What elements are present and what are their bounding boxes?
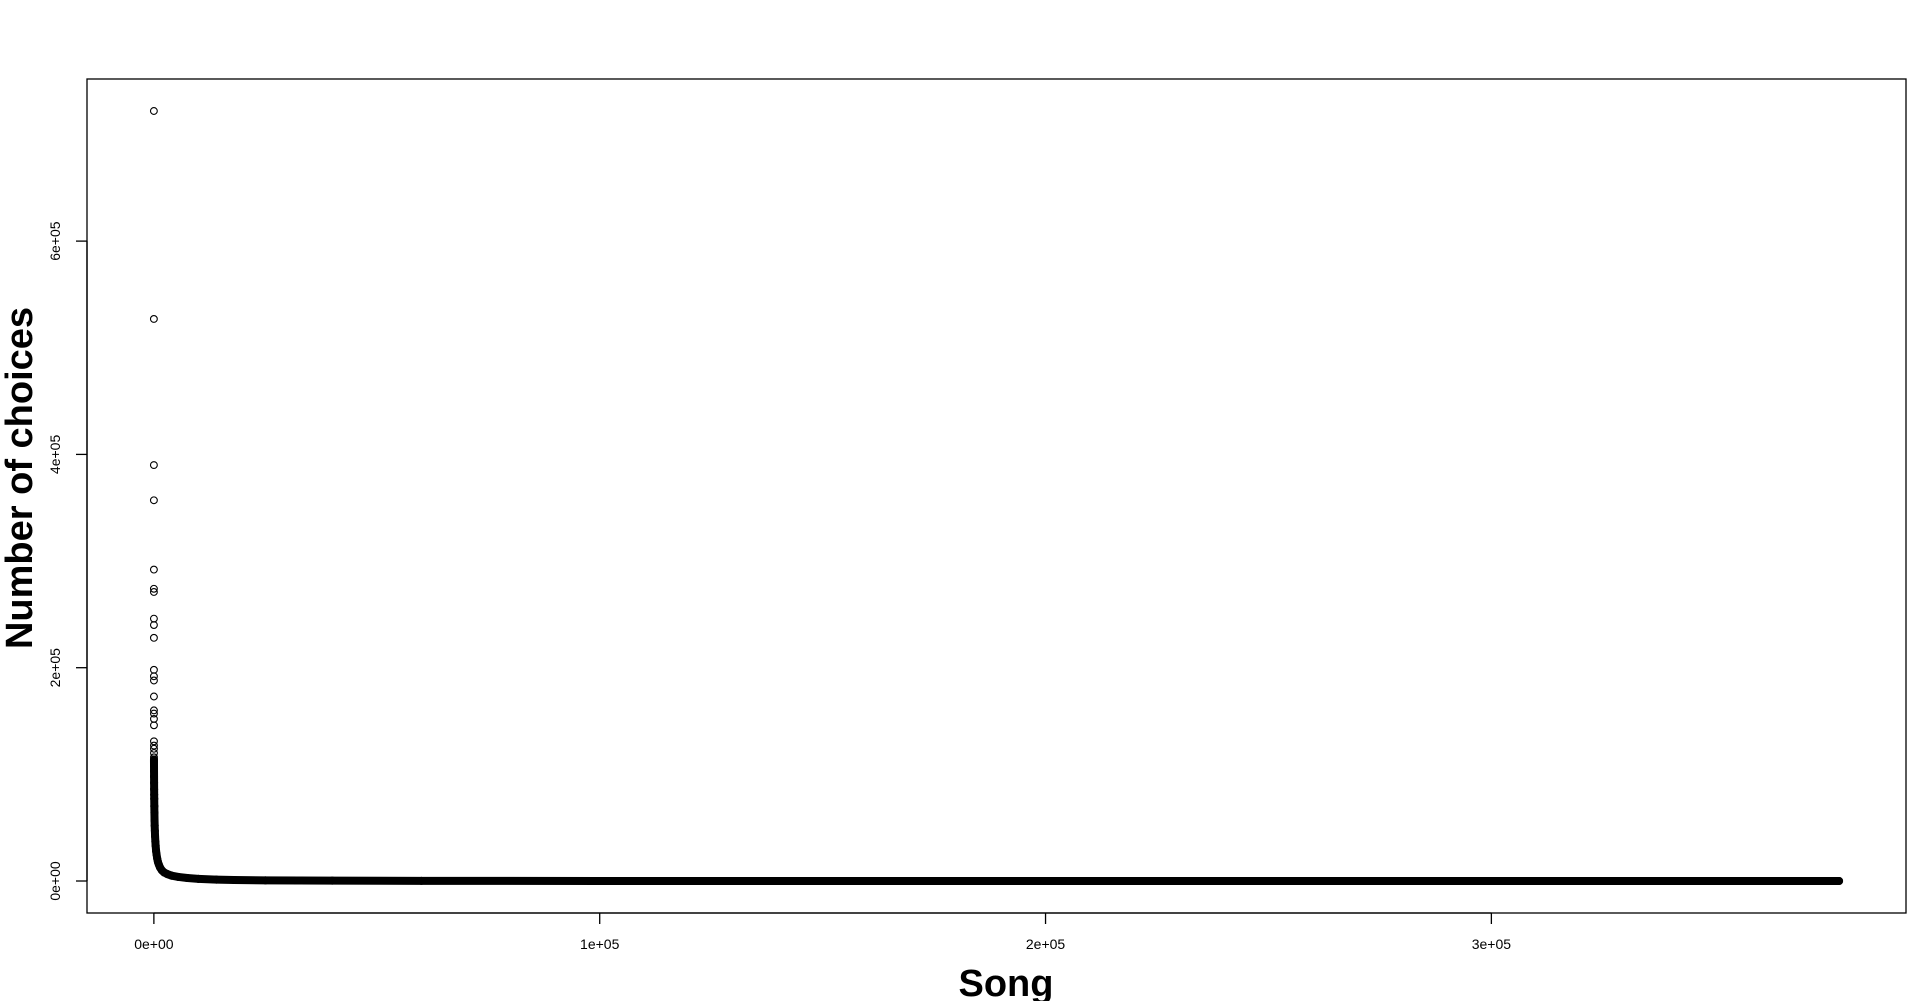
data-point (149, 315, 158, 323)
y-axis-title: Number of choices (0, 307, 41, 649)
y-tick-label: 6e+05 (47, 221, 63, 261)
data-point (149, 633, 158, 642)
x-axis-title: Song (959, 963, 1054, 1001)
data-point (149, 676, 158, 685)
data-point (149, 709, 158, 718)
data-points (149, 107, 1844, 886)
x-tick-label: 1e+05 (580, 936, 620, 952)
data-point (149, 107, 158, 115)
data-point (149, 614, 158, 623)
data-point (149, 692, 158, 701)
x-tick-label: 0e+00 (134, 936, 174, 952)
data-point (149, 665, 158, 674)
x-axis: 0e+00 1e+05 2e+05 3e+05 (134, 912, 1512, 952)
data-point (150, 721, 158, 730)
x-tick-label: 2e+05 (1026, 936, 1066, 952)
data-point (150, 737, 158, 746)
data-point (149, 706, 158, 715)
y-tick-label: 2e+05 (47, 648, 63, 688)
data-point (149, 584, 158, 593)
data-point (149, 621, 158, 629)
data-point (149, 588, 158, 596)
data-point (149, 496, 158, 505)
data-point (149, 672, 158, 681)
data-point (150, 744, 158, 753)
y-tick-label: 4e+05 (47, 435, 63, 475)
plot-frame (86, 78, 1907, 914)
y-tick-label: 0e+00 (47, 861, 63, 901)
x-tick-label: 3e+05 (1472, 936, 1512, 952)
data-point (150, 741, 158, 750)
data-point (149, 461, 158, 470)
data-point (149, 565, 158, 574)
y-axis: 0e+00 2e+05 4e+05 6e+05 (47, 221, 88, 901)
